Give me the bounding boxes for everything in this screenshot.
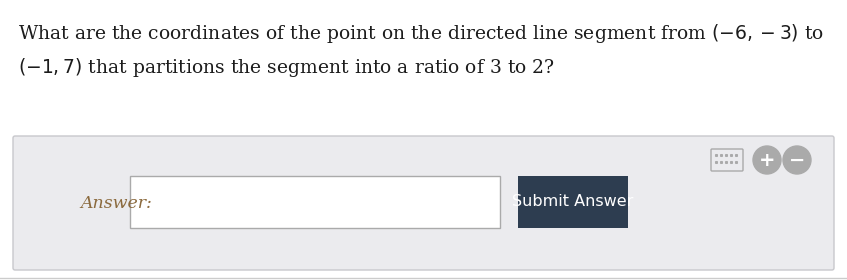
Text: Submit Answer: Submit Answer — [512, 195, 634, 209]
Bar — [130, 176, 500, 228]
Text: $(-1, 7)$ that partitions the segment into a ratio of 3 to 2?: $(-1, 7)$ that partitions the segment in… — [18, 56, 555, 79]
Text: Answer:: Answer: — [80, 195, 152, 211]
Bar — [518, 176, 628, 228]
Text: What are the coordinates of the point on the directed line segment from $(-6, -3: What are the coordinates of the point on… — [18, 22, 824, 45]
FancyBboxPatch shape — [13, 136, 834, 270]
Circle shape — [783, 146, 811, 174]
Text: −: − — [789, 151, 805, 169]
Circle shape — [753, 146, 781, 174]
Text: +: + — [759, 151, 775, 169]
FancyBboxPatch shape — [711, 149, 743, 171]
